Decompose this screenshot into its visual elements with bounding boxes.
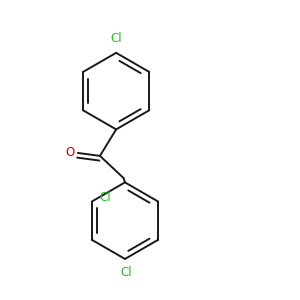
Text: Cl: Cl [121, 266, 132, 279]
Text: Cl: Cl [99, 190, 111, 204]
Text: O: O [65, 146, 74, 159]
Text: Cl: Cl [110, 32, 122, 46]
